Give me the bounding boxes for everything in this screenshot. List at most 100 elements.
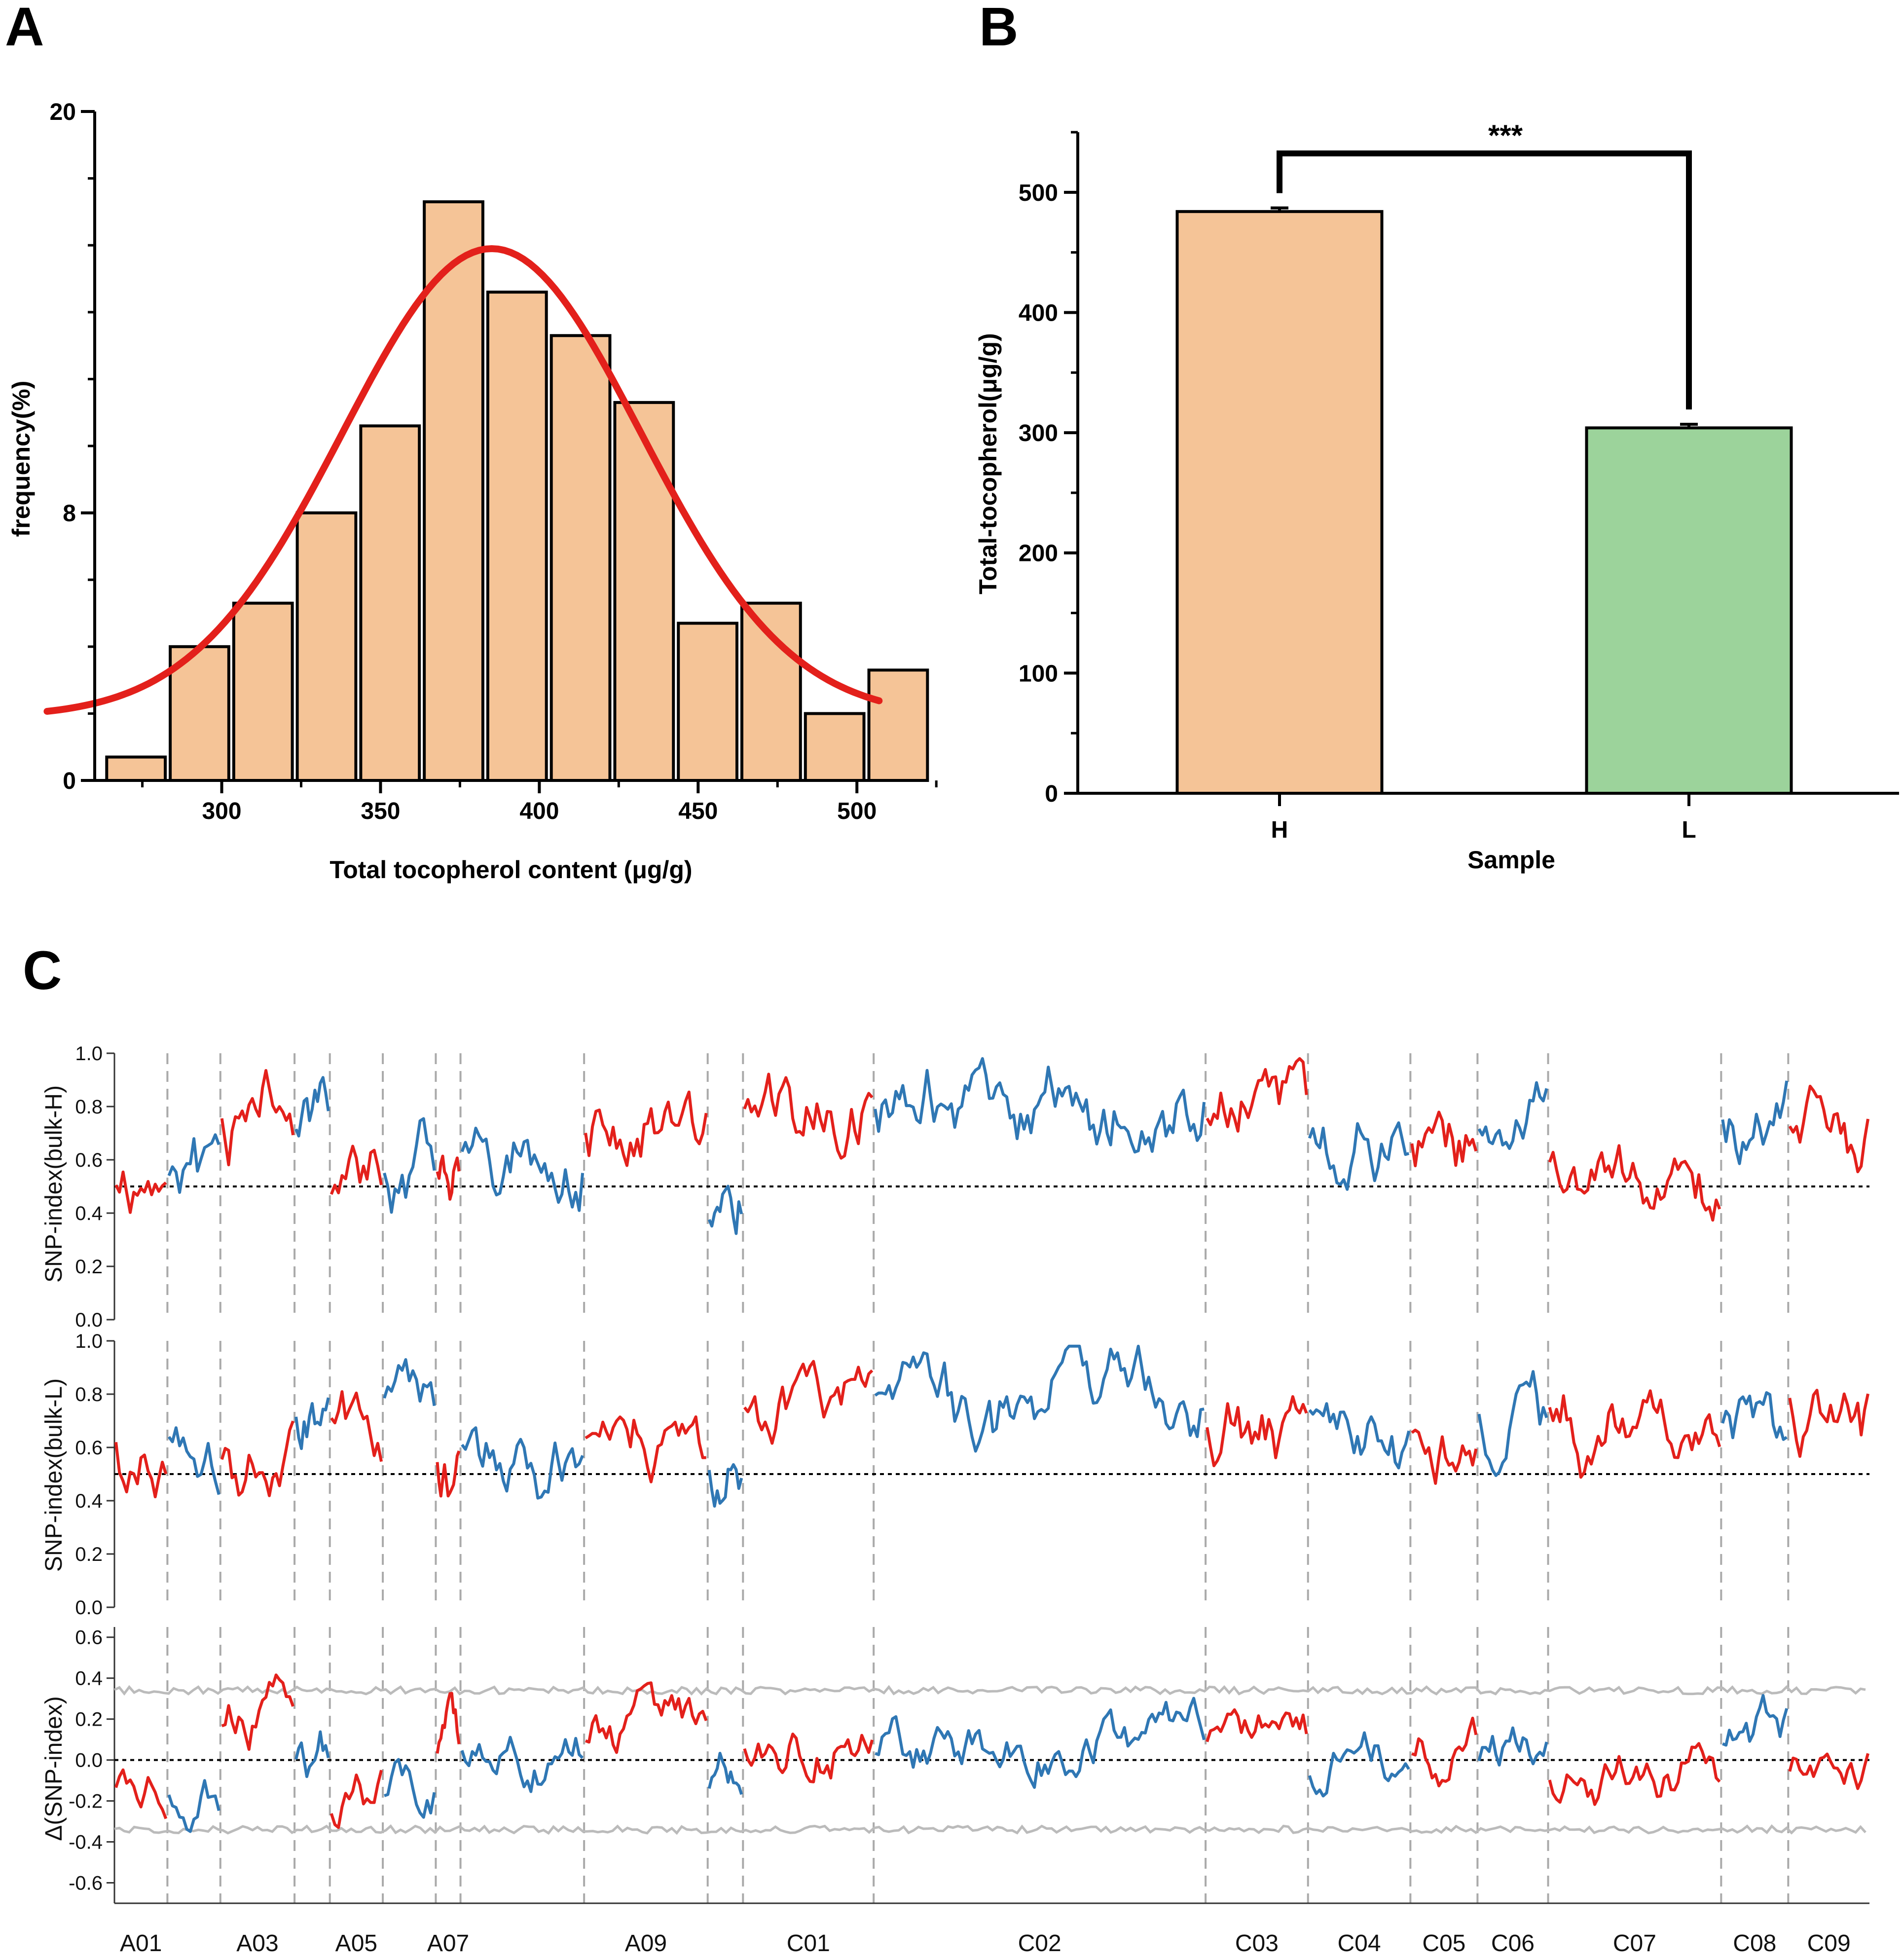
chromosome-label: C09	[1807, 1930, 1851, 1957]
snp-trace-A05	[329, 1145, 383, 1195]
chromosome-label: A05	[335, 1930, 377, 1957]
histogram-y-tick-label: 0	[63, 768, 76, 794]
snp-trace-C03	[1206, 1708, 1308, 1742]
snp-trace-A07	[436, 1450, 461, 1498]
bar-chart-y-tick-label: 200	[1019, 541, 1058, 567]
bar-chart-x-tick-label: L	[1682, 817, 1696, 843]
chromosome-label: A09	[625, 1930, 667, 1957]
histogram-bar	[867, 668, 929, 782]
snp-trace-A03	[220, 1420, 294, 1497]
snp-trace-C06	[1477, 1726, 1548, 1767]
panel-label-a: A	[5, 0, 44, 57]
bulk-l-y-axis-title: SNP-index(bulk-L)	[41, 1378, 67, 1572]
snp-trace-A09	[584, 1090, 708, 1167]
chromosome-label: C08	[1733, 1930, 1776, 1957]
chromosome-label: A03	[236, 1930, 278, 1957]
snp-trace-C05	[1411, 1716, 1478, 1787]
y-tick-label: 0.4	[75, 1668, 103, 1690]
y-tick-label: 0.8	[75, 1384, 103, 1405]
histogram-bar	[359, 424, 421, 782]
histogram-bar	[804, 712, 866, 782]
chromosome-label: C05	[1422, 1930, 1465, 1957]
chromosome-label: C07	[1613, 1930, 1656, 1957]
snp-trace-A10	[707, 1184, 743, 1235]
y-tick-label: -0.4	[69, 1832, 103, 1853]
histogram-bar	[232, 601, 294, 782]
chromosome-label: C04	[1338, 1930, 1381, 1957]
histogram-bar	[486, 291, 548, 782]
snp-trace-A01	[114, 1768, 168, 1819]
snp-trace-C09	[1788, 1752, 1869, 1790]
snp-trace-A07	[436, 1692, 461, 1754]
snp-trace-A04	[294, 1397, 330, 1450]
y-tick-label: 0.2	[75, 1256, 103, 1278]
histogram-panel: Total tocopherol content (μg/g) frequenc…	[7, 99, 938, 884]
threshold-line	[114, 1824, 1866, 1835]
snp-trace-C04	[1308, 1731, 1410, 1798]
y-tick-label: -0.2	[69, 1791, 103, 1812]
bar-chart-y-tick-label: 400	[1019, 300, 1058, 326]
y-tick-label: 0.0	[75, 1309, 103, 1331]
chromosome-label: C06	[1491, 1930, 1535, 1957]
snp-trace-A07	[436, 1154, 461, 1201]
y-tick-label: 0.6	[75, 1149, 103, 1171]
bar-chart-y-tick-label: 500	[1019, 180, 1058, 206]
y-tick-label: 0.2	[75, 1709, 103, 1731]
normal-fit-curve	[43, 245, 883, 715]
y-tick-label: 1.0	[75, 1043, 103, 1065]
bar-chart-y-axis-title: Total-tocopherol(μg/g)	[974, 333, 1002, 594]
histogram-y-axis-title: frequency(%)	[7, 381, 35, 537]
snp-trace-C02	[875, 1697, 1206, 1789]
histogram-x-axis-title: Total tocopherol content (μg/g)	[329, 856, 692, 884]
snp-trace-A09	[585, 1681, 708, 1754]
histogram-y-tick-label: 8	[63, 501, 76, 527]
histogram-bar	[549, 334, 612, 782]
snp-trace-A06	[383, 1117, 436, 1214]
snp-trace-A01	[114, 1442, 168, 1499]
bar-chart-panel: Sample Total-tocopherol(μg/g) *** H L 0 100…	[974, 119, 1899, 874]
snp-trace-C03	[1206, 1057, 1308, 1133]
snp-trace-C06	[1477, 1370, 1548, 1477]
histogram-bar	[740, 601, 802, 782]
snp-trace-A02	[167, 1133, 220, 1194]
snp-trace-C01	[743, 1072, 874, 1160]
y-tick-label: 1.0	[75, 1331, 103, 1352]
bar-chart-y-tick-label: 300	[1019, 420, 1058, 446]
bulk-h-y-axis-title: SNP-index(bulk-H)	[41, 1085, 67, 1283]
snp-trace-C05	[1411, 1428, 1478, 1485]
snp-trace-A10	[707, 1463, 743, 1508]
histogram-x-tick-label: 300	[202, 798, 241, 824]
snp-trace-C08	[1721, 1080, 1789, 1165]
snp-trace-C07	[1548, 1389, 1721, 1479]
snp-trace-A05	[329, 1770, 383, 1829]
significance-bracket	[1277, 150, 1692, 410]
y-tick-label: 0.6	[75, 1627, 103, 1649]
snp-trace-C09	[1788, 1389, 1869, 1458]
snp-trace-C08	[1721, 1391, 1788, 1441]
bar-chart-x-tick-label: H	[1271, 817, 1288, 843]
chromosome-label: C02	[1018, 1930, 1061, 1957]
snp-trace-C02	[874, 1057, 1206, 1154]
snp-trace-A06	[383, 1358, 436, 1406]
snp-trace-A10	[707, 1752, 743, 1795]
histogram-x-tick-label: 400	[519, 798, 559, 824]
y-tick-label: 0.8	[75, 1096, 103, 1118]
snp-trace-C06	[1477, 1081, 1548, 1150]
snp-trace-A02	[167, 1426, 220, 1495]
snp-trace-A08	[461, 1426, 584, 1500]
histogram-bar	[169, 645, 230, 782]
snp-trace-A04	[294, 1730, 330, 1778]
snp-trace-A04	[294, 1076, 330, 1138]
snp-trace-A03	[220, 1069, 295, 1167]
snp-trace-A08	[460, 1736, 584, 1793]
snp-trace-C02	[874, 1344, 1205, 1453]
snp-trace-C01	[743, 1360, 874, 1445]
snp-trace-C01	[743, 1733, 874, 1783]
bar-L	[1585, 426, 1793, 795]
snp-trace-A05	[330, 1390, 383, 1462]
snp-trace-A09	[585, 1415, 706, 1483]
histogram-bar	[613, 401, 675, 782]
histogram-bar	[105, 755, 167, 782]
panel-label-b: B	[979, 0, 1018, 57]
